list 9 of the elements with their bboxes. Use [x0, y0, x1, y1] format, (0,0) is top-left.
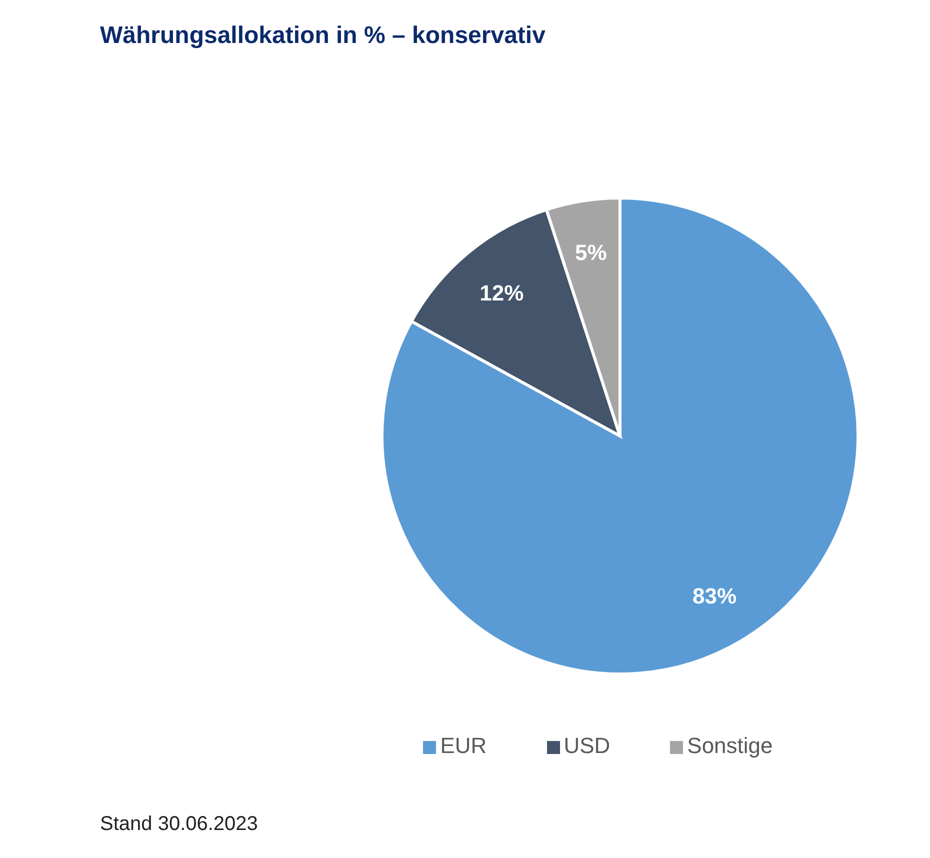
text: Stand 30.06.2023 — [100, 813, 258, 836]
chart-title: Währungsallokation in % – konservativ — [100, 22, 546, 50]
data-label: 83% — [692, 583, 737, 608]
legend-label: EUR — [440, 733, 487, 758]
legend-label: Sonstige — [687, 733, 773, 758]
pie-slice — [380, 196, 860, 676]
data-label: 12% — [480, 280, 524, 306]
data-label: 5% — [575, 240, 607, 266]
legend-label: USD — [564, 733, 610, 758]
